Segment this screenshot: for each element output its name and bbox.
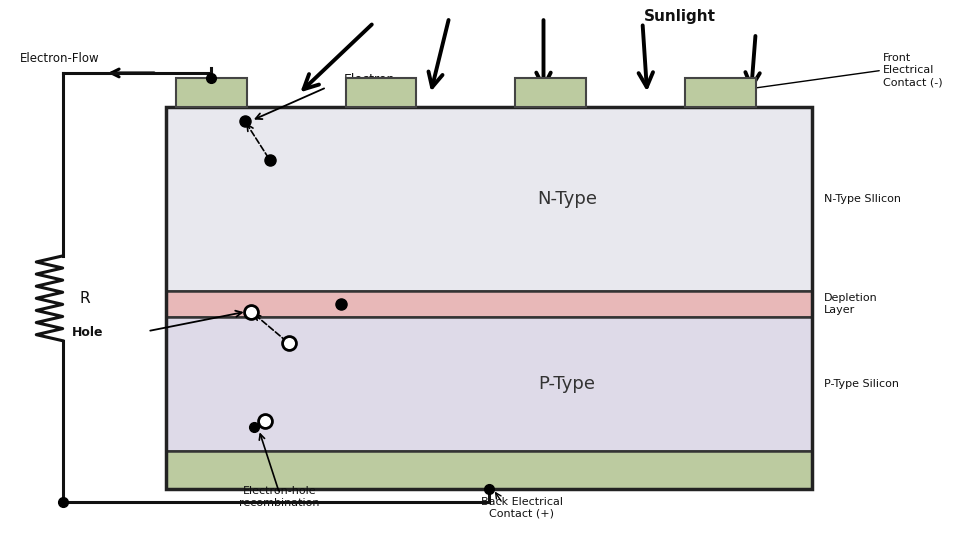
Text: P-Type Silicon: P-Type Silicon [824, 379, 899, 389]
Text: R: R [79, 291, 90, 306]
Text: Sunlight: Sunlight [644, 10, 716, 25]
Bar [176, 78, 247, 108]
Bar [167, 317, 812, 451]
Text: Electron: Electron [344, 73, 395, 86]
Bar [515, 78, 586, 108]
Bar [167, 290, 812, 317]
Text: Back Electrical
Contact (+): Back Electrical Contact (+) [480, 497, 563, 519]
Bar [167, 451, 812, 489]
Text: Electron-Flow: Electron-Flow [20, 52, 100, 65]
Bar [167, 108, 812, 489]
Text: N-Type: N-Type [537, 190, 597, 208]
Text: N-Type SIlicon: N-Type SIlicon [824, 194, 901, 204]
Text: P-Type: P-Type [538, 375, 595, 393]
Text: Hole: Hole [72, 326, 103, 340]
Bar [345, 78, 416, 108]
Bar [685, 78, 756, 108]
Text: Depletion
Layer: Depletion Layer [824, 293, 878, 315]
Text: Front
Electrical
Contact (-): Front Electrical Contact (-) [883, 53, 943, 88]
Bar [167, 108, 812, 290]
Text: Electron-hole
recombination: Electron-hole recombination [239, 486, 320, 508]
